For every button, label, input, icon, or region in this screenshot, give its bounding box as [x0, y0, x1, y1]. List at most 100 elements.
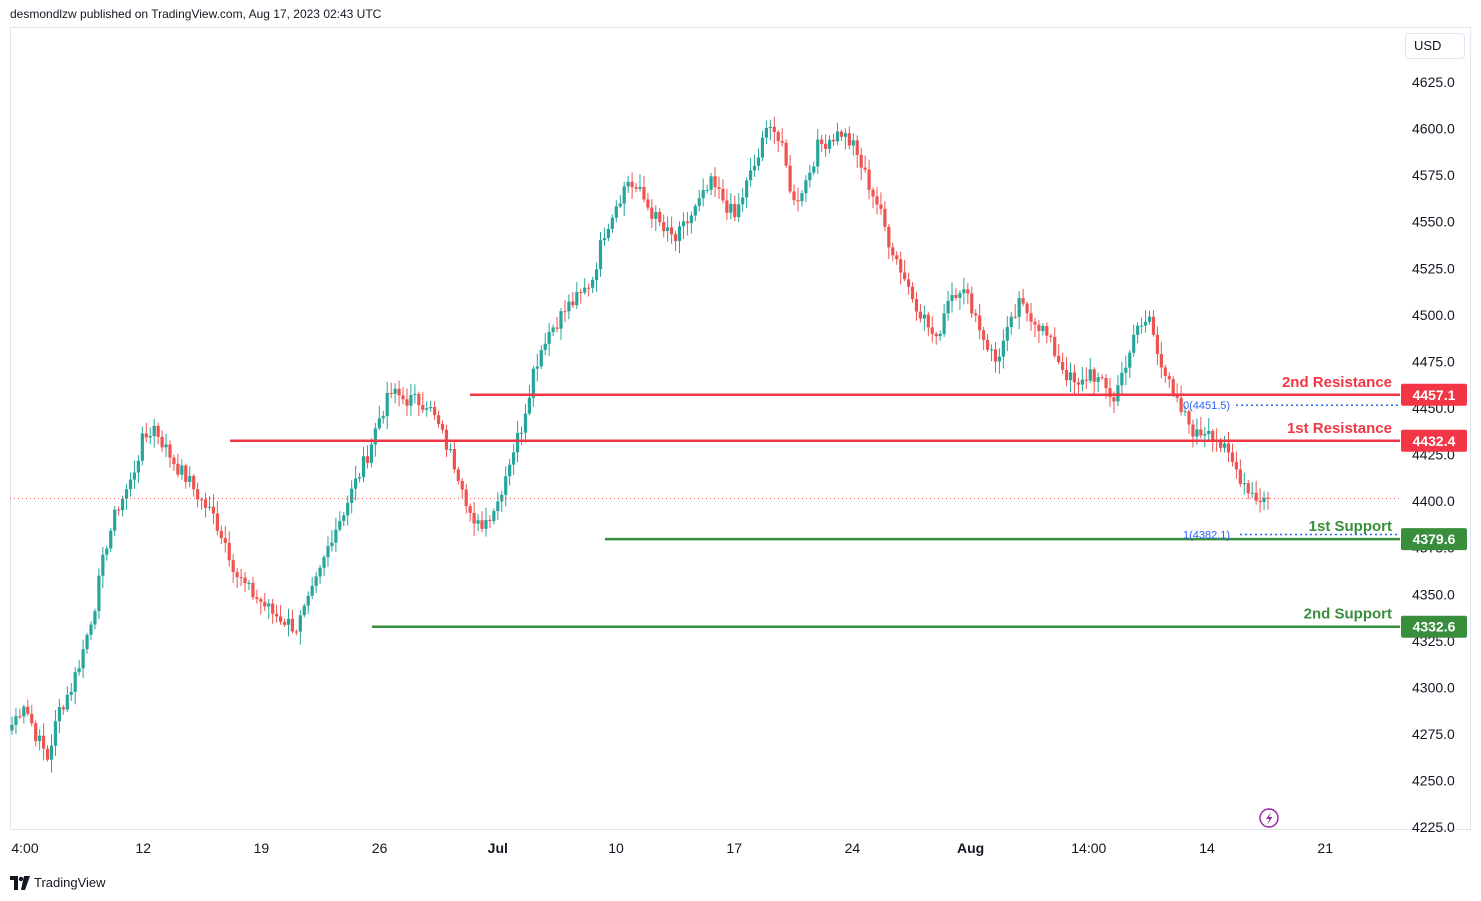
candle-body: [1088, 369, 1092, 381]
candle-body: [784, 142, 788, 166]
candle: [14, 707, 18, 735]
candle-body: [1041, 326, 1045, 331]
candle: [318, 564, 322, 584]
candle-body: [899, 259, 903, 273]
level-name: 2nd Resistance: [1282, 374, 1392, 391]
candle: [215, 501, 219, 536]
candle: [1029, 302, 1033, 331]
candle: [946, 290, 950, 321]
candle-body: [140, 433, 144, 461]
candle-body: [223, 538, 227, 543]
candle-body: [1155, 334, 1160, 355]
candle: [338, 511, 342, 532]
candle-body: [235, 572, 239, 578]
candle: [1045, 322, 1049, 344]
candle-body: [816, 139, 820, 167]
candle-body: [164, 444, 168, 448]
candle-body: [1207, 430, 1211, 434]
candle-body: [523, 413, 528, 433]
candle-body: [215, 513, 219, 531]
candle-body: [1167, 375, 1171, 380]
candle-body: [512, 452, 516, 465]
currency-selector[interactable]: USD: [1405, 33, 1465, 59]
candle-body: [1092, 369, 1096, 382]
flash-icon[interactable]: [1259, 808, 1279, 828]
candle: [1025, 301, 1029, 322]
candle: [172, 454, 176, 471]
candle-body: [1151, 316, 1156, 335]
candle: [207, 496, 212, 511]
candle: [598, 232, 603, 277]
candle: [970, 286, 974, 318]
candle: [302, 603, 306, 618]
candle-body: [1140, 325, 1144, 327]
level-price-badge: 4332.6: [1401, 615, 1467, 638]
x-tick-label: 21: [1317, 840, 1333, 856]
candle: [1246, 479, 1250, 500]
candle-body: [871, 189, 875, 197]
candle-body: [81, 649, 85, 669]
candle-body: [1250, 492, 1254, 494]
candle-body: [1254, 492, 1258, 501]
candle-body: [875, 196, 879, 205]
candle-body: [290, 618, 295, 632]
candle-body: [1159, 354, 1163, 368]
candle: [1163, 364, 1167, 383]
candle-body: [1175, 394, 1179, 398]
candle: [1096, 372, 1100, 393]
candle: [993, 342, 998, 373]
candle: [330, 530, 334, 552]
candle: [630, 172, 634, 199]
candle: [721, 179, 725, 204]
candle: [417, 391, 421, 416]
candle-body: [748, 170, 753, 181]
candle: [109, 527, 113, 552]
candle: [45, 744, 50, 762]
candle: [1049, 333, 1053, 343]
candle: [705, 184, 709, 194]
candle: [452, 439, 456, 474]
y-tick-label: 4300.0: [1412, 679, 1455, 695]
candle-body: [14, 716, 18, 725]
candle-body: [318, 567, 322, 577]
candle: [117, 506, 121, 516]
candle: [57, 698, 61, 734]
candle-body: [251, 582, 255, 598]
candle: [290, 609, 295, 634]
candle-body: [464, 489, 468, 507]
chart-frame: [10, 27, 1471, 830]
candle-body: [26, 706, 30, 714]
candle: [531, 365, 535, 407]
candle-body: [831, 139, 836, 142]
candle: [567, 294, 571, 320]
x-tick-label: Aug: [957, 840, 984, 856]
candle-body: [373, 428, 377, 445]
candle-body: [673, 234, 678, 242]
candle: [342, 511, 346, 527]
candle-body: [776, 132, 780, 141]
candle-body: [448, 449, 453, 451]
candle: [496, 492, 500, 521]
candle: [800, 190, 804, 207]
candle-body: [1053, 336, 1057, 356]
candle-body: [1013, 316, 1017, 318]
candle-body: [365, 456, 370, 463]
candle: [1013, 303, 1017, 319]
candle: [681, 212, 686, 239]
candle-body: [436, 415, 441, 424]
candle-body: [1132, 334, 1136, 353]
candle-body: [1246, 483, 1250, 494]
candle: [689, 211, 693, 234]
candle: [606, 223, 611, 242]
candle: [539, 345, 543, 370]
candle-body: [950, 294, 954, 301]
candle-body: [1120, 372, 1124, 386]
candle: [1171, 376, 1175, 398]
candle-body: [456, 469, 460, 481]
candle: [49, 734, 54, 773]
candle-body: [839, 131, 844, 137]
candle: [997, 348, 1002, 374]
level-price-badge: 4432.4: [1401, 429, 1467, 452]
candle-body: [693, 205, 697, 216]
